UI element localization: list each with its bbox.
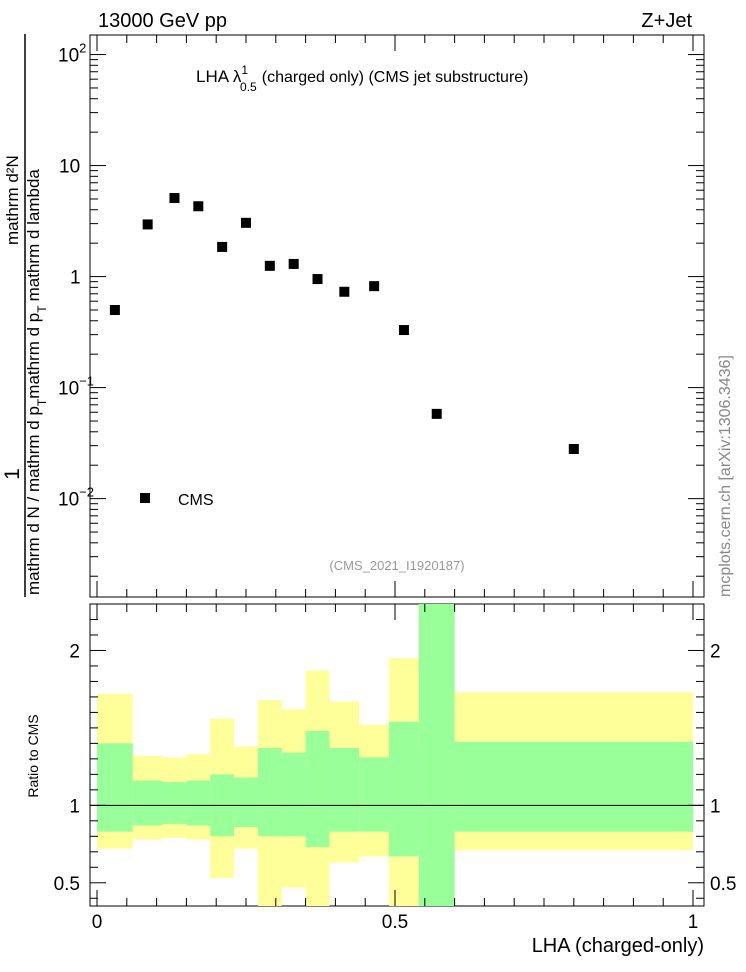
main-plot-frame xyxy=(89,34,705,598)
energy-label: 13000 GeV pp xyxy=(98,10,227,32)
band-1sigma-bin xyxy=(162,782,187,824)
main-y-ticks: 10−2 10−1 1 10 102 xyxy=(58,41,704,577)
y-label-num: mathrm d²N xyxy=(3,155,22,245)
data-point xyxy=(288,258,299,269)
band-1sigma-bin xyxy=(418,604,455,906)
data-point xyxy=(169,193,180,204)
band-1sigma-bin xyxy=(359,757,390,832)
band-1sigma-bin xyxy=(389,721,419,857)
y-label-one: 1 xyxy=(1,468,24,480)
band-1sigma-bin xyxy=(281,752,306,837)
y-tick-label: 102 xyxy=(58,41,86,67)
band-1sigma-bin xyxy=(186,780,211,826)
x-tick-label: 0 xyxy=(92,912,103,933)
y-label-numerator: mathrm d²N xyxy=(3,155,22,245)
data-point xyxy=(568,443,579,454)
ratio-y-tick-label-right: 2 xyxy=(710,641,721,662)
chart-title-suffix: (charged only) (CMS jet substructure) xyxy=(262,69,529,86)
main-y-label: 1 mathrm d N / mathrm d pTmathrm d pTmat… xyxy=(1,34,49,597)
band-1sigma-bin xyxy=(132,780,163,826)
y-label-den-a: mathrm d N / mathrm d p xyxy=(24,406,43,595)
y-label-den-c: mathrm d lambda xyxy=(24,169,43,302)
band-1sigma-bin xyxy=(257,748,282,837)
chart-title-sup: 1 xyxy=(241,63,248,77)
analysis-id: (CMS_2021_I1920187) xyxy=(329,558,464,573)
legend: CMS xyxy=(140,492,214,509)
ratio-bands xyxy=(90,604,704,906)
x-tick-label: 0.5 xyxy=(382,912,408,933)
data-point xyxy=(109,305,120,316)
data-point xyxy=(312,274,323,285)
ratio-y-tick-label-left: 1 xyxy=(69,796,80,817)
ratio-y-tick-label-left: 0.5 xyxy=(54,874,80,895)
ratio-ticks: 0.5 0.5 1 1 2 2 0 0.5 1 xyxy=(54,35,736,933)
ratio-y-label: Ratio to CMS xyxy=(25,714,41,797)
y-label-den-sub: T xyxy=(35,398,49,406)
band-1sigma-bin xyxy=(454,741,693,832)
data-markers xyxy=(109,193,579,454)
legend-label-cms: CMS xyxy=(178,492,214,509)
band-1sigma-bin xyxy=(97,743,133,832)
data-point xyxy=(398,325,409,336)
chart-title-main: LHA λ xyxy=(196,67,242,86)
x-tick-label: 1 xyxy=(688,912,699,933)
band-1sigma-bin xyxy=(305,730,330,848)
y-tick-label: 10−2 xyxy=(58,485,94,511)
ratio-y-tick-label-right: 0.5 xyxy=(710,874,736,895)
data-point xyxy=(264,260,275,271)
legend-marker-cms xyxy=(140,493,150,503)
data-point xyxy=(431,408,442,419)
watermark: mcplots.cern.ch [arXiv:1306.3436] xyxy=(717,355,734,597)
data-point xyxy=(217,241,228,252)
chart-title: LHA λ1 0.5 (charged only) (CMS jet substru… xyxy=(196,63,529,94)
band-1sigma-bin xyxy=(329,748,360,832)
data-point xyxy=(193,201,204,212)
y-label-den-sub2: T xyxy=(35,305,49,313)
band-1sigma-bin xyxy=(234,777,258,828)
data-point xyxy=(369,281,380,292)
process-label: Z+Jet xyxy=(641,10,692,32)
y-tick-label: 1 xyxy=(70,268,81,289)
y-label-denominator: mathrm d N / mathrm d pTmathrm d pTmathr… xyxy=(24,169,49,595)
ratio-y-tick-label-left: 2 xyxy=(69,641,80,662)
y-tick-label: 10 xyxy=(59,157,80,178)
x-axis-label: LHA (charged-only) xyxy=(532,935,704,957)
y-tick-label: 10−1 xyxy=(58,374,94,400)
data-point xyxy=(339,286,350,297)
chart-title-sub: 0.5 xyxy=(240,80,257,94)
y-label-den-b: mathrm d p xyxy=(24,313,43,399)
data-point xyxy=(241,217,251,228)
data-point xyxy=(142,219,153,230)
ratio-y-tick-label-right: 1 xyxy=(710,796,721,817)
